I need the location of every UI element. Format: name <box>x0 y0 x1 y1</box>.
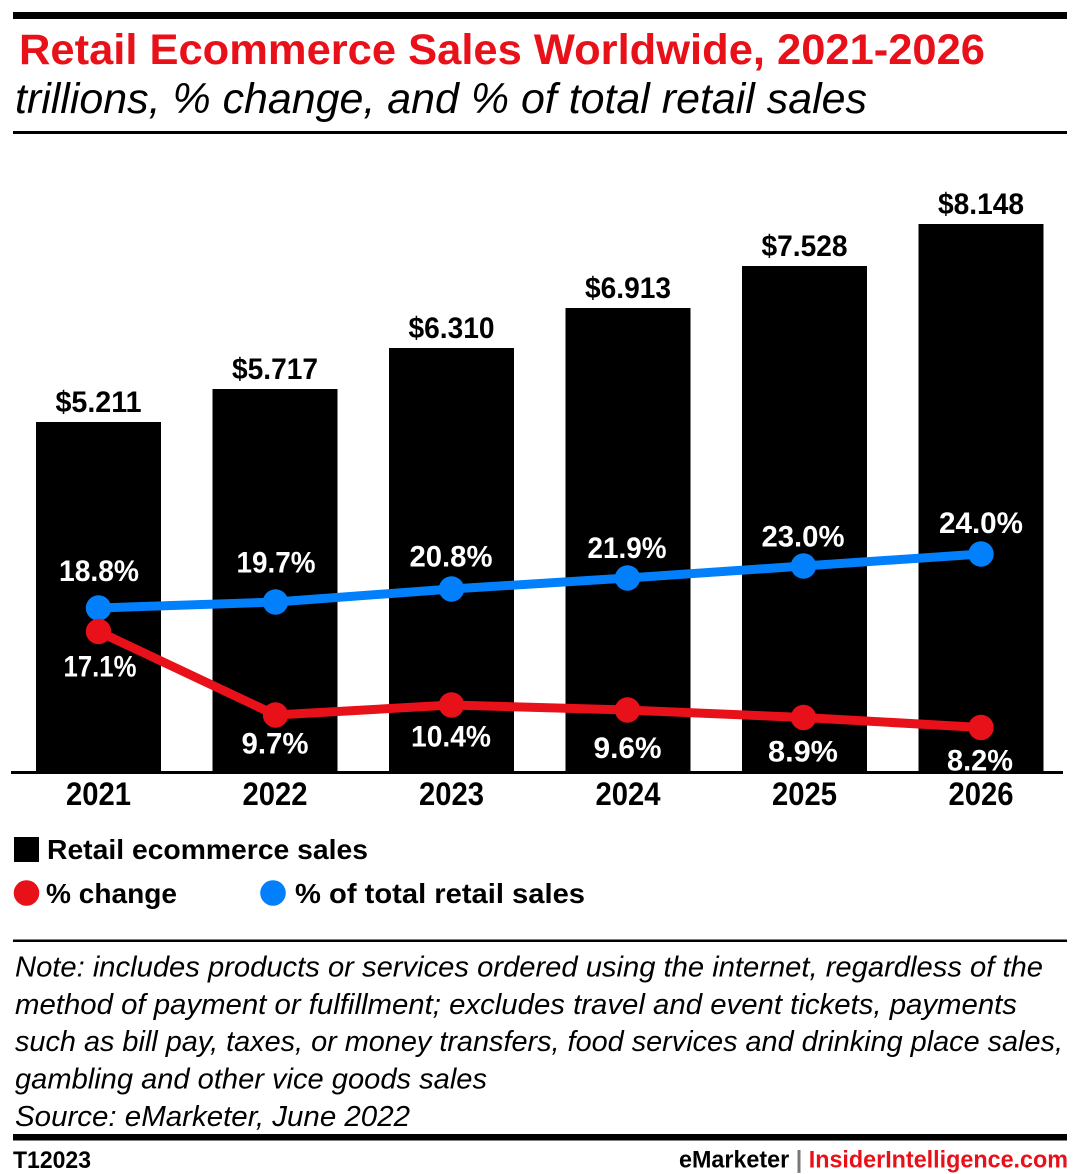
svg-text:$6.310: $6.310 <box>409 312 495 345</box>
svg-text:2024: 2024 <box>596 776 661 812</box>
svg-text:2026: 2026 <box>949 776 1014 812</box>
svg-text:$8.148: $8.148 <box>938 188 1024 221</box>
svg-text:T12023: T12023 <box>13 1147 91 1174</box>
svg-text:20.8%: 20.8% <box>410 541 493 574</box>
svg-text:Note: includes products or ser: Note: includes products or services orde… <box>15 952 1043 984</box>
svg-text:$6.913: $6.913 <box>585 272 671 305</box>
svg-text:% of total retail sales: % of total retail sales <box>295 878 585 909</box>
svg-text:gambling and other vice goods: gambling and other vice goods sales <box>15 1064 487 1096</box>
svg-text:method of payment or fulfillme: method of payment or fulfillment; exclud… <box>15 989 1017 1021</box>
svg-text:% change: % change <box>46 878 177 909</box>
svg-text:trillions, % change, and % of: trillions, % change, and % of total reta… <box>15 75 867 123</box>
svg-text:2025: 2025 <box>772 776 837 812</box>
svg-text:$7.528: $7.528 <box>762 230 848 263</box>
svg-text:Retail ecommerce sales: Retail ecommerce sales <box>47 834 368 865</box>
svg-text:2023: 2023 <box>419 776 484 812</box>
svg-text:$5.717: $5.717 <box>232 353 318 386</box>
svg-text:23.0%: 23.0% <box>762 521 845 554</box>
svg-text:24.0%: 24.0% <box>939 507 1023 540</box>
svg-text:such as bill pay, taxes, or mo: such as bill pay, taxes, or money transf… <box>15 1026 1063 1058</box>
svg-text:18.8%: 18.8% <box>59 555 139 588</box>
svg-text:8.2%: 8.2% <box>947 745 1013 778</box>
svg-text:10.4%: 10.4% <box>411 721 491 754</box>
svg-text:eMarketer | InsiderIntelligenc: eMarketer | InsiderIntelligence.com <box>679 1147 1068 1174</box>
svg-text:9.6%: 9.6% <box>594 732 662 765</box>
svg-text:9.7%: 9.7% <box>242 728 309 761</box>
svg-text:19.7%: 19.7% <box>237 547 316 580</box>
svg-text:21.9%: 21.9% <box>588 532 667 565</box>
svg-text:Retail Ecommerce Sales Worldwi: Retail Ecommerce Sales Worldwide, 2021-2… <box>19 26 985 74</box>
svg-text:17.1%: 17.1% <box>64 651 137 684</box>
svg-text:2022: 2022 <box>243 776 308 812</box>
svg-text:$5.211: $5.211 <box>56 386 142 419</box>
svg-text:8.9%: 8.9% <box>768 736 838 769</box>
svg-text:Source: eMarketer, June 2022: Source: eMarketer, June 2022 <box>15 1101 410 1133</box>
svg-text:2021: 2021 <box>66 776 131 812</box>
